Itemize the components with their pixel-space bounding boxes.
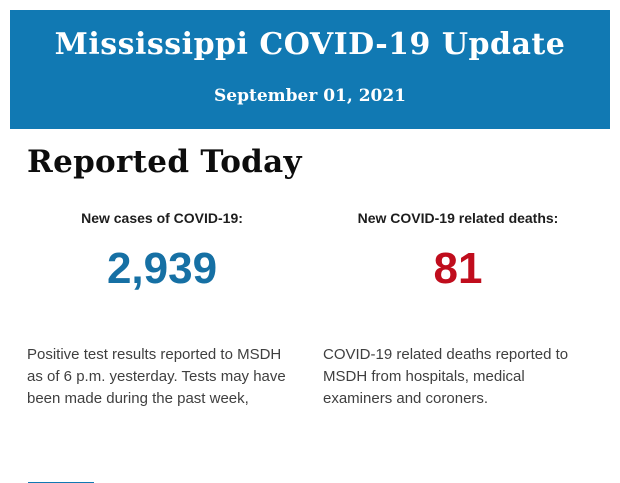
page-title: Mississippi COVID-19 Update [54, 27, 566, 62]
covid-update-page: Mississippi COVID-19 Update September 01… [0, 10, 620, 483]
main-content: Reported Today New cases of COVID-19: 2,… [0, 129, 620, 425]
deaths-column: New COVID-19 related deaths: 81 COVID-19… [323, 210, 593, 425]
cases-value: 2,939 [106, 244, 218, 293]
cases-label: New cases of COVID-19: [81, 210, 243, 226]
stats-grid: New cases of COVID-19: 2,939 Positive te… [27, 210, 593, 425]
header-banner: Mississippi COVID-19 Update September 01… [10, 10, 610, 129]
deaths-label: New COVID-19 related deaths: [357, 210, 559, 226]
cases-column: New cases of COVID-19: 2,939 Positive te… [27, 210, 297, 425]
section-heading: Reported Today [27, 144, 302, 180]
deaths-description: COVID-19 related deaths reported to MSDH… [323, 346, 569, 407]
cases-description: Positive test results reported to MSDH a… [27, 346, 286, 407]
page-date: September 01, 2021 [213, 86, 407, 106]
deaths-value: 81 [433, 244, 483, 293]
